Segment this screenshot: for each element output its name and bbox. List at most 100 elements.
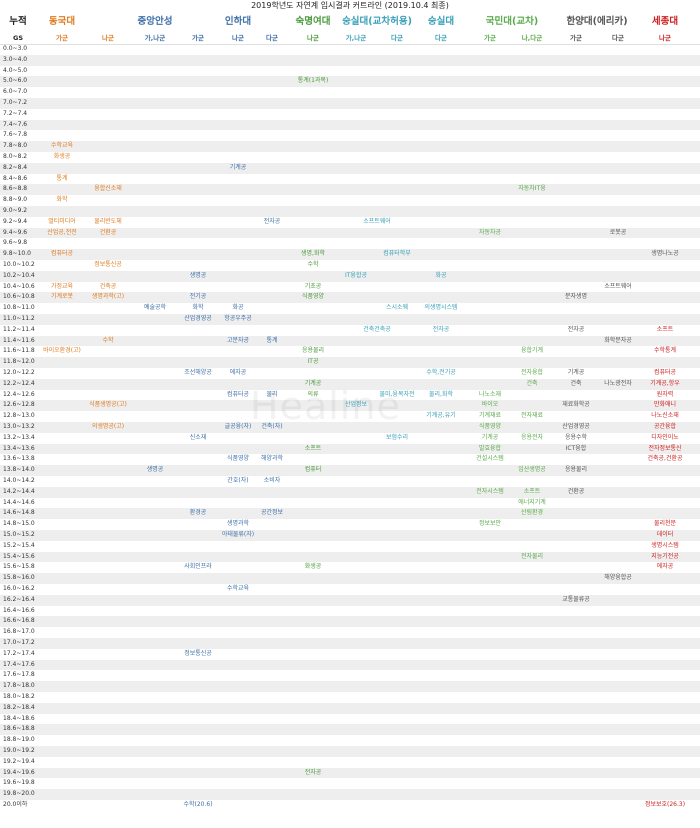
department-cell: 의류 (307, 390, 319, 398)
table-row: 18.8~19.0 (0, 735, 700, 746)
department-cell: 전자공 (432, 325, 450, 333)
school-header: 숭실대 (427, 16, 455, 27)
score-range-label: 11.8~12.0 (3, 358, 35, 366)
score-range-label: 7.8~8.0 (3, 142, 28, 150)
score-range-label: 17.0~17.2 (3, 639, 35, 646)
department-cell: 환경공 (189, 509, 207, 517)
department-cell: 응용전자 (520, 433, 544, 441)
score-range-label: 16.8~17.0 (3, 628, 35, 636)
table-row: 11.6~11.8 바이오환경(고) 응용물리 융합기계 수학통계 (0, 346, 700, 357)
department-cell: 에너지기계 (518, 498, 546, 506)
department-cell: 소프트 (523, 487, 541, 495)
department-cell: 물리천문 (653, 520, 677, 528)
department-cell: 분자생명 (564, 293, 588, 301)
score-range-label: 10.0~10.2 (3, 261, 35, 268)
department-cell: 건축공,건환공 (647, 455, 683, 463)
table-row: 15.2~15.4 생명시스템 (0, 541, 700, 552)
table-row: 5.0~6.0 통계(1과목) (0, 76, 700, 88)
table-row: 11.8~12.0 IT공 (0, 357, 700, 368)
table-row: 7.0~7.2 (0, 98, 700, 109)
table-row: 17.2~17.4 정보통신공 (0, 649, 700, 660)
department-cell: 기초공 (304, 282, 322, 290)
score-range-label: 8.0~8.2 (3, 153, 28, 160)
department-cell: 정보통신공 (184, 649, 212, 657)
table-row: 17.4~17.6 (0, 659, 700, 671)
group-header: 가군 (484, 34, 496, 42)
department-cell: 식품영양 (478, 423, 502, 430)
table-row: 11.2~11.4 건축건축공 전자공 전자공 소프트 (0, 325, 700, 336)
department-cell: 기계공 (229, 163, 247, 171)
department-cell: 스시소웨 (385, 304, 409, 312)
table-row: 8.6~8.8 융합신소재 자동차IT융 (0, 184, 700, 196)
department-cell: 기계공,항우 (650, 379, 680, 387)
table-row: 6.0~7.0 (0, 87, 700, 98)
department-cell: 해양융합공 (604, 574, 632, 582)
table-row: 18.2~18.4 (0, 702, 700, 714)
score-range-label: 8.8~9.0 (3, 196, 28, 204)
table-row: 16.4~16.6 (0, 606, 700, 617)
department-cell: 컴퓨터 (304, 466, 322, 474)
department-cell: 보험수리 (385, 433, 409, 441)
department-cell: IT융합공 (345, 271, 367, 279)
department-cell: 만화애니 (653, 401, 677, 409)
table-row: 13.6~13.8 식품영양 해양과학 건설시스템 건축공,건환공 (0, 454, 700, 465)
department-cell: 신소재 (189, 433, 207, 441)
department-cell: 산업경영공 (562, 423, 590, 430)
score-range-label: 9.6~9.8 (3, 239, 28, 247)
score-range-label: 16.4~16.6 (3, 606, 35, 614)
score-range-label: 18.6~18.8 (3, 725, 35, 733)
table-row: 17.0~17.2 (0, 638, 700, 649)
department-cell: 식품생명공(고) (89, 401, 127, 409)
school-header: 숭실대(교차허용) (342, 16, 412, 27)
score-range-label: 17.2~17.4 (3, 649, 35, 657)
department-cell: 에자공 (656, 563, 674, 571)
score-range-label: 17.4~17.6 (3, 660, 35, 668)
score-range-label: 17.6~17.8 (3, 671, 35, 679)
department-cell: 수학교육 (50, 142, 74, 150)
department-cell: 건설시스템 (476, 455, 504, 463)
score-range-label: 18.2~18.4 (3, 703, 35, 711)
department-cell: 기계재료 (478, 412, 502, 420)
table-row: 7.4~7.6 (0, 119, 700, 131)
score-range-label: 16.2~16.4 (3, 595, 35, 603)
score-range-label: 14.0~14.2 (3, 477, 35, 484)
score-range-label: 11.4~11.6 (3, 336, 35, 344)
department-cell: 생명나노공 (651, 250, 679, 258)
score-range-label: 19.6~19.8 (3, 779, 35, 787)
table-row: 16.0~16.2 수학교육 (0, 584, 700, 595)
score-range-label: 12.2~12.4 (3, 379, 35, 387)
school-header: 세종대 (651, 16, 679, 27)
score-range-label: 19.0~19.2 (3, 747, 35, 754)
score-range-label: 14.8~15.0 (3, 520, 35, 528)
score-range-label: 13.8~14.0 (3, 466, 35, 474)
score-range-label: 11.2~11.4 (3, 325, 35, 333)
department-cell: 항공우주공 (224, 315, 252, 322)
department-cell: 화학 (192, 304, 204, 312)
table-row: 13.0~13.2 의생명공(고) 글공융(자) 건축(자) 식품영양 산업경영공 공간융합 (0, 422, 700, 433)
score-range-label: 12.0~12.2 (3, 369, 35, 376)
department-cell: 통계 (56, 174, 68, 182)
department-cell: 응용물리 (301, 347, 325, 355)
table-row: 12.0~12.2 조선해양공 에자공 수학,전기공 전자융합 기계공 컴퓨터공 (0, 368, 700, 379)
table-row: 17.6~17.8 (0, 670, 700, 681)
department-cell: 물리,화학 (429, 390, 453, 398)
department-cell: 해양과학 (260, 455, 284, 463)
department-cell: 전자공 (263, 217, 281, 225)
table-row: 14.6~14.8 환경공 공간정보 산림환경 (0, 508, 700, 520)
department-cell: 조선해양공 (184, 369, 212, 376)
department-cell: 산림환경 (520, 509, 544, 517)
score-range-label: 15.2~15.4 (3, 541, 35, 549)
table-row: 9.2~9.4 멀티미디어 물리반도체 전자공 소프트웨어 (0, 217, 700, 228)
department-cell: 지능기전공 (651, 552, 679, 560)
department-cell: 의생명시스템 (424, 304, 458, 312)
department-cell: 건축공 (99, 282, 117, 290)
department-cell: 생명과학 (226, 520, 250, 528)
department-cell: 화공 (435, 271, 447, 279)
table-row: 12.4~12.6 컴퓨터공 물리 의류 물미,융복자전 물리,화학 나노소재 원자력 (0, 390, 700, 401)
table-row: 15.0~15.2 아태물류(자) 데이터 (0, 530, 700, 541)
department-cell: 융합기계 (520, 347, 544, 355)
department-cell: 식품영양 (301, 293, 325, 301)
department-cell: 수학(20.6) (183, 801, 213, 808)
department-cell: 화생공 (304, 563, 322, 571)
department-cell: 건축 (570, 379, 582, 387)
